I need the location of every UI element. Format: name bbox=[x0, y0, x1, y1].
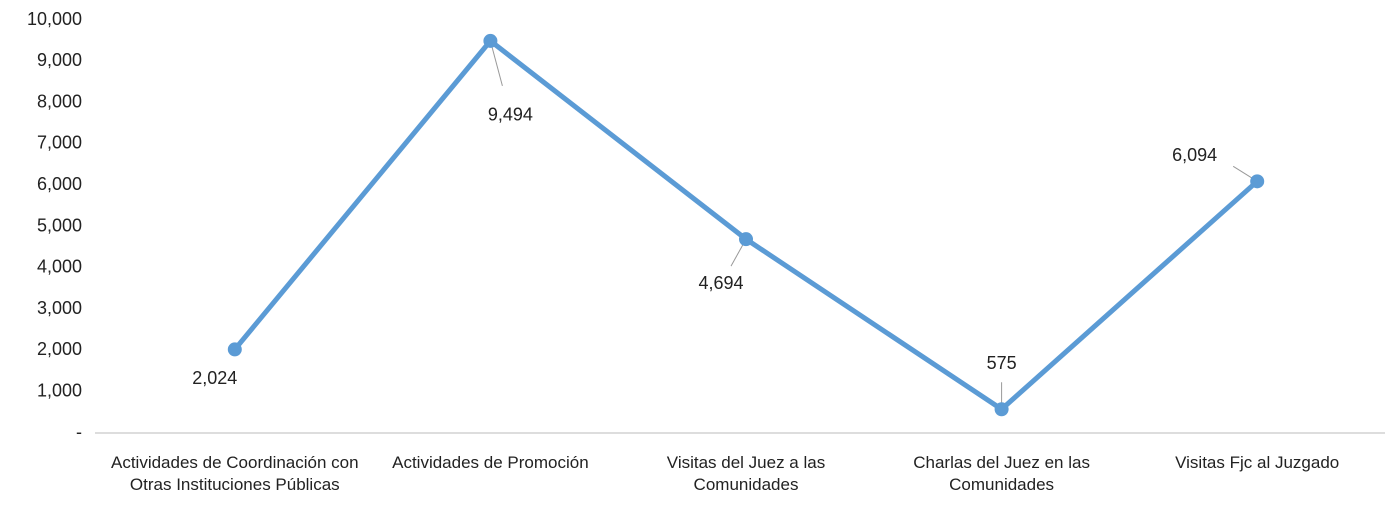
x-tick-label: Actividades de Promoción bbox=[392, 453, 589, 472]
y-tick-label: 8,000 bbox=[37, 91, 82, 111]
data-label: 9,494 bbox=[488, 105, 533, 125]
y-tick-label: 3,000 bbox=[37, 298, 82, 318]
y-tick-label: 2,000 bbox=[37, 339, 82, 359]
data-label: 4,694 bbox=[698, 273, 743, 293]
point bbox=[1250, 174, 1265, 189]
point bbox=[227, 342, 242, 357]
y-tick-label: 9,000 bbox=[37, 50, 82, 70]
y-tick-label: 5,000 bbox=[37, 215, 82, 235]
x-tick-label: Visitas Fjc al Juzgado bbox=[1175, 453, 1340, 472]
y-tick-label: 4,000 bbox=[37, 257, 82, 277]
y-tick-label: 10,000 bbox=[27, 9, 82, 29]
y-tick-label: - bbox=[76, 422, 82, 442]
point bbox=[994, 402, 1009, 417]
y-tick-label: 6,000 bbox=[37, 174, 82, 194]
y-tick-label: 7,000 bbox=[37, 133, 82, 153]
x-tick-label: Actividades de Coordinación con Otras In… bbox=[110, 453, 359, 494]
y-tick-label: 1,000 bbox=[37, 380, 82, 400]
data-label: 6,094 bbox=[1172, 145, 1217, 165]
x-tick-label: Visitas del Juez a las Comunidades bbox=[666, 453, 826, 494]
point bbox=[483, 33, 498, 48]
data-label: 575 bbox=[987, 353, 1017, 373]
x-tick-label: Charlas del Juez en las Comunidades bbox=[913, 453, 1090, 494]
line bbox=[232, 38, 1259, 412]
data-label: 2,024 bbox=[192, 368, 237, 388]
leader-line bbox=[489, 40, 503, 87]
point bbox=[739, 232, 753, 247]
